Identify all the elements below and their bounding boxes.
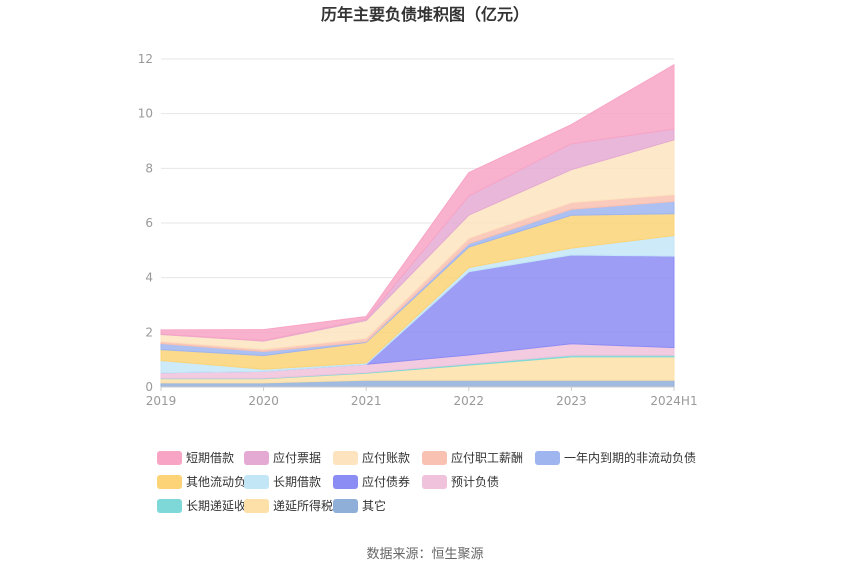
x-tick-label: 2022 bbox=[454, 394, 485, 408]
y-tick-label: 2 bbox=[145, 325, 153, 339]
legend-swatch bbox=[157, 451, 182, 465]
legend-item[interactable]: 短期借款 bbox=[157, 451, 234, 465]
legend-item[interactable]: 应付账款 bbox=[333, 450, 410, 465]
legend-label: 应付职工薪酬 bbox=[451, 450, 523, 465]
x-tick-label: 2023 bbox=[556, 394, 587, 408]
legend-item[interactable]: 一年内到期的非流动负债 bbox=[535, 450, 696, 465]
legend-label: 一年内到期的非流动负债 bbox=[564, 450, 696, 465]
legend-swatch bbox=[244, 475, 269, 489]
legend-label: 其它 bbox=[362, 498, 386, 513]
axes: 0 2 4 6 8 10 12 2019 2020 2021 2022 2023 2024H1 bbox=[138, 52, 698, 408]
x-tick-label: 2019 bbox=[146, 394, 177, 408]
y-tick-label: 0 bbox=[145, 380, 153, 394]
legend-label: 应付债券 bbox=[362, 474, 410, 489]
legend-swatch bbox=[333, 499, 358, 513]
legend-item[interactable]: 应付职工薪酬 bbox=[422, 450, 523, 465]
legend-swatch bbox=[333, 451, 358, 465]
legend-label: 长期递延收益 bbox=[186, 499, 258, 513]
legend-swatch bbox=[244, 451, 269, 465]
legend-label: 长期借款 bbox=[273, 475, 321, 489]
x-tick-label: 2020 bbox=[248, 394, 279, 408]
legend-label: 预计负债 bbox=[451, 475, 499, 489]
chart-title: 历年主要负债堆积图（亿元） bbox=[321, 5, 529, 24]
legend-swatch bbox=[422, 475, 447, 489]
y-tick-label: 10 bbox=[138, 107, 153, 121]
legend-item[interactable]: 应付票据 bbox=[244, 450, 321, 465]
legend-label: 短期借款 bbox=[186, 451, 234, 465]
source-note: 数据来源：恒生聚源 bbox=[366, 547, 483, 562]
legend-label: 其他流动负债 bbox=[186, 475, 258, 489]
legend-swatch bbox=[157, 499, 182, 513]
legend-item[interactable]: 其它 bbox=[333, 498, 386, 513]
area-series-11[interactable] bbox=[160, 63, 675, 342]
legend-swatch bbox=[333, 475, 358, 489]
legend-swatch bbox=[157, 475, 182, 489]
area-series bbox=[160, 63, 675, 388]
legend-item[interactable]: 其他流动负债 bbox=[157, 475, 258, 489]
x-tick-label: 2021 bbox=[351, 394, 382, 408]
legend-item[interactable]: 预计负债 bbox=[422, 475, 499, 489]
y-tick-label: 12 bbox=[138, 52, 153, 66]
legend-swatch bbox=[422, 451, 447, 465]
legend-item[interactable]: 长期递延收益 bbox=[157, 499, 258, 513]
y-tick-label: 8 bbox=[145, 161, 153, 175]
legend-swatch bbox=[535, 451, 560, 465]
legend-item[interactable]: 应付债券 bbox=[333, 474, 410, 489]
y-tick-label: 6 bbox=[145, 216, 153, 230]
y-tick-label: 4 bbox=[145, 271, 153, 285]
legend-item[interactable]: 长期借款 bbox=[244, 475, 321, 489]
legend-swatch bbox=[244, 499, 269, 513]
legend-label: 应付票据 bbox=[273, 450, 321, 465]
x-tick-label: 2024H1 bbox=[650, 394, 697, 408]
legend-label: 应付账款 bbox=[362, 450, 410, 465]
